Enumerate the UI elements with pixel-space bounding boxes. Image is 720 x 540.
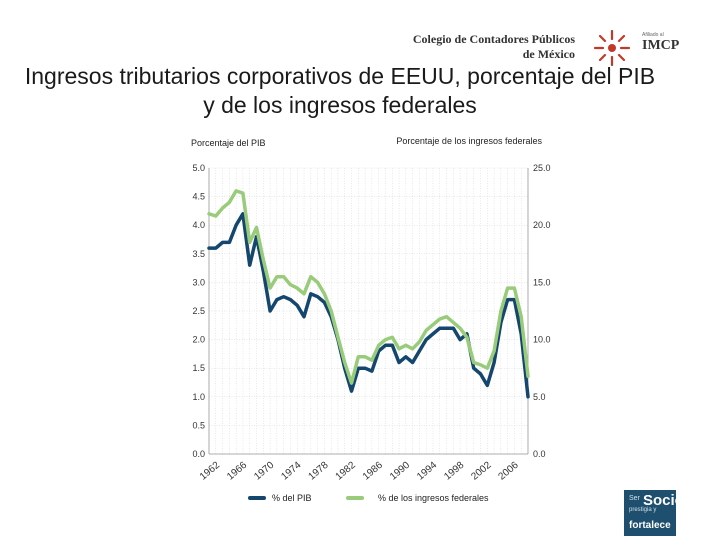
y-tick-label-left: 1.5: [192, 363, 205, 373]
x-tick-label: 1986: [361, 460, 385, 483]
y-tick-label-left: 0.0: [192, 449, 205, 459]
y-tick-label-left: 4.5: [192, 192, 205, 202]
y-tick-label-right: 10.0: [533, 335, 551, 345]
logo-imcp-text: IMCP: [642, 38, 680, 53]
x-tick-label: 1990: [388, 460, 412, 483]
y-tick-label-right: 5.0: [533, 392, 546, 402]
x-tick-label: 1962: [198, 460, 222, 483]
y-tick-label-right: 0.0: [533, 449, 546, 459]
x-tick-label: 1978: [307, 460, 331, 483]
x-tick-label: 1994: [415, 460, 439, 483]
y-tick-label-right: 25.0: [533, 163, 551, 173]
membership-badge: Ser Socio prestigia y fortalece: [624, 490, 684, 536]
legend-label-federal: % de los ingresos federales: [378, 493, 489, 503]
logo-line2: de México: [522, 47, 575, 61]
x-tick-label: 1974: [279, 460, 303, 483]
y-tick-label-left: 3.0: [192, 277, 205, 287]
x-tick-label: 1970: [252, 460, 276, 483]
y-tick-label-left: 4.0: [192, 220, 205, 230]
logo-affiliate-text: Afiliado al: [642, 32, 664, 38]
series-line-federal: [207, 189, 530, 385]
badge-line1: Ser: [629, 495, 640, 502]
y-tick-label-left: 2.0: [192, 335, 205, 345]
x-tick-label: 1982: [334, 460, 358, 483]
badge-line4: fortalece: [629, 520, 671, 531]
y-tick-label-right: 20.0: [533, 220, 551, 230]
organization-logo: Colegio de Contadores Públicos de México…: [413, 26, 680, 70]
y-tick-label-left: 0.5: [192, 420, 205, 430]
x-tick-label: 2002: [469, 460, 493, 483]
y-axis-title-right: Porcentaje de los ingresos federales: [396, 136, 542, 146]
y-tick-label-left: 3.5: [192, 249, 205, 259]
y-tick-label-left: 2.5: [192, 306, 205, 316]
y-tick-label-left: 5.0: [192, 163, 205, 173]
legend-label-pib: % del PIB: [272, 493, 312, 503]
badge-line3: prestigia y: [629, 507, 657, 513]
y-tick-label-left: 1.0: [192, 392, 205, 402]
y-tick-label-right: 15.0: [533, 277, 551, 287]
logo-emblem-icon: [593, 29, 631, 67]
badge-line2: Socio: [643, 492, 684, 509]
logo-line1: Colegio de Contadores Públicos: [412, 32, 575, 46]
x-tick-label: 1998: [442, 460, 466, 483]
x-tick-label: 1966: [225, 460, 249, 483]
y-axis-title-left: Porcentaje del PIB: [191, 138, 266, 148]
x-tick-label: 2006: [497, 460, 521, 483]
series-line-pib: [207, 212, 530, 399]
slide-title: Ingresos tributarios corporativos de EEU…: [24, 63, 656, 118]
logo-name: Colegio de Contadores Públicos de México: [375, 32, 575, 62]
